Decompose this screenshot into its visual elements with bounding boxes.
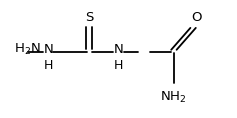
Text: N: N <box>114 43 123 56</box>
Text: N: N <box>43 43 53 56</box>
Text: H: H <box>44 59 53 72</box>
Text: S: S <box>85 11 93 24</box>
Text: $\mathregular{H_2N}$: $\mathregular{H_2N}$ <box>14 42 41 57</box>
Text: $\mathregular{NH_2}$: $\mathregular{NH_2}$ <box>160 89 187 105</box>
Text: H: H <box>114 59 123 72</box>
Text: O: O <box>192 11 202 24</box>
